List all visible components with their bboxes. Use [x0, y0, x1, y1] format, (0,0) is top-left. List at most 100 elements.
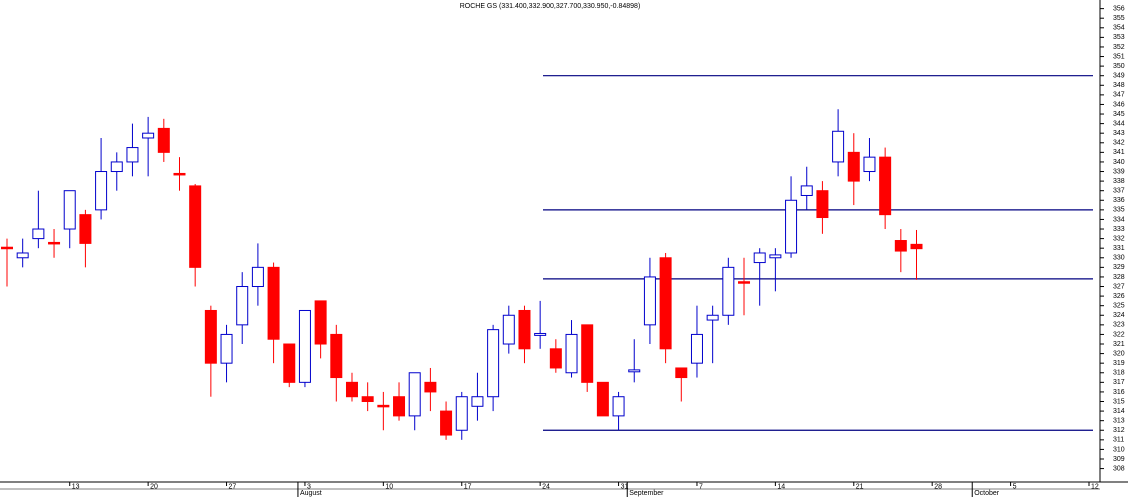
month-label: October	[974, 490, 1000, 497]
y-tick-label: 348	[1113, 82, 1125, 89]
candle-body	[110, 161, 123, 173]
y-tick-label: 346	[1113, 101, 1125, 108]
y-tick-label: 337	[1113, 188, 1125, 195]
y-tick-label: 317	[1113, 379, 1125, 386]
candle-body	[79, 214, 92, 244]
candle-body	[142, 132, 155, 139]
y-tick-label: 312	[1113, 427, 1125, 434]
y-tick-label: 342	[1113, 140, 1125, 147]
y-tick-label: 353	[1113, 34, 1125, 41]
x-tick-label: 24	[542, 483, 550, 490]
y-tick-label: 355	[1113, 15, 1125, 22]
candle-body	[659, 257, 672, 350]
candle-body	[471, 396, 484, 407]
candle-body	[126, 147, 139, 163]
x-tick-label: 21	[856, 483, 864, 490]
y-tick-label: 327	[1113, 283, 1125, 290]
y-tick-label: 313	[1113, 418, 1125, 425]
candle-body	[565, 333, 578, 374]
y-tick-label: 344	[1113, 120, 1125, 127]
candle-body	[816, 190, 829, 219]
candle-body	[832, 130, 845, 163]
y-tick-label: 320	[1113, 350, 1125, 357]
candle-body	[189, 185, 202, 268]
y-tick-label: 314	[1113, 408, 1125, 415]
y-tick-label: 319	[1113, 360, 1125, 367]
x-tick-label: 27	[229, 483, 237, 490]
candle-body	[314, 300, 327, 345]
candle-body	[267, 266, 280, 340]
candle-body	[879, 156, 892, 216]
x-tick-label: 10	[385, 483, 393, 490]
candle-body	[800, 185, 813, 196]
candle-body	[722, 266, 735, 316]
y-tick-label: 323	[1113, 322, 1125, 329]
candle-body	[236, 286, 249, 326]
candle-body	[596, 381, 609, 417]
chart-title: ROCHE GS (331.400,332.900,327.700,330.95…	[460, 3, 641, 10]
y-tick-label: 309	[1113, 456, 1125, 463]
candle-body	[863, 156, 876, 173]
candle-body	[377, 404, 390, 408]
x-tick-label: 31	[621, 483, 629, 490]
candle-body	[16, 252, 29, 259]
candle-body	[487, 329, 500, 398]
candle-body	[173, 172, 186, 176]
x-tick-label: 20	[150, 483, 158, 490]
y-tick-label: 325	[1113, 303, 1125, 310]
x-tick-label: 13	[72, 483, 80, 490]
candle-body	[408, 372, 421, 417]
x-tick-label: 3	[307, 483, 311, 490]
candle-body	[32, 228, 45, 240]
candle-body	[753, 252, 766, 264]
candle-body	[63, 190, 76, 230]
candle-body	[251, 266, 264, 288]
y-tick-label: 333	[1113, 226, 1125, 233]
y-tick-label: 332	[1113, 235, 1125, 242]
y-tick-label: 340	[1113, 159, 1125, 166]
y-tick-label: 322	[1113, 331, 1125, 338]
candle-body	[675, 367, 688, 379]
y-tick-label: 331	[1113, 245, 1125, 252]
y-tick-label: 315	[1113, 398, 1125, 405]
y-tick-label: 335	[1113, 207, 1125, 214]
x-tick-label: 14	[777, 483, 785, 490]
candle-body	[157, 127, 170, 153]
candle-body	[393, 396, 406, 417]
y-tick-label: 318	[1113, 370, 1125, 377]
candle-body	[518, 309, 531, 350]
x-tick-label: 28	[934, 483, 942, 490]
month-label: September	[629, 490, 664, 497]
candle-body	[612, 396, 625, 417]
candle-body	[48, 241, 61, 245]
candle-body	[769, 254, 782, 259]
y-tick-label: 350	[1113, 63, 1125, 70]
y-tick-label: 311	[1113, 437, 1124, 444]
candle-body	[581, 324, 594, 383]
candle-body	[220, 333, 233, 364]
candle-body	[738, 281, 751, 284]
y-tick-label: 356	[1113, 5, 1125, 12]
candle-body	[785, 199, 798, 254]
y-tick-label: 339	[1113, 168, 1125, 175]
candle-body	[424, 381, 437, 393]
candle-body	[690, 333, 703, 364]
candle-body	[455, 396, 468, 431]
y-tick-label: 349	[1113, 73, 1125, 80]
x-tick-label: 17	[464, 483, 472, 490]
candle-body	[1, 246, 13, 250]
candle-body	[330, 333, 343, 379]
y-tick-label: 324	[1113, 312, 1125, 319]
x-tick-label: 7	[699, 483, 703, 490]
y-tick-label: 321	[1113, 341, 1125, 348]
y-tick-label: 326	[1113, 293, 1125, 300]
candle-body	[502, 314, 515, 345]
candle-body	[847, 151, 860, 182]
candle-body	[361, 396, 374, 403]
candle-body	[204, 309, 217, 364]
candle-body	[298, 309, 311, 383]
y-tick-label: 343	[1113, 130, 1125, 137]
y-tick-label: 330	[1113, 255, 1125, 262]
